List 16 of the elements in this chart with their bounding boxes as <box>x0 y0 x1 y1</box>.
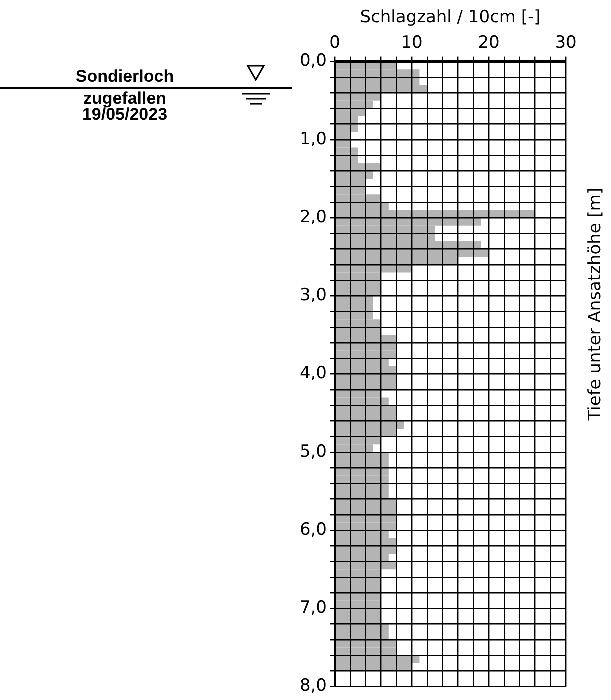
y-tick-label: 7,0 <box>300 598 327 618</box>
text: Sondierloch zugefallen 19/05/2023 <box>76 66 174 124</box>
y-axis-title: Tiefe unter Ansatzhöhe [m] <box>585 188 606 422</box>
y-tick-label: 6,0 <box>300 520 327 540</box>
x-tick-label: 20 <box>478 33 500 54</box>
x-tick-label: 0 <box>330 33 340 54</box>
y-tick-label: 8,0 <box>300 676 327 696</box>
y-tick-label: 5,0 <box>300 442 327 462</box>
y-tick-label: 3,0 <box>300 286 327 306</box>
y-tick-label: 4,0 <box>300 364 327 384</box>
x-tick-label: 30 <box>555 33 577 54</box>
y-tick-label: 0,0 <box>300 51 327 72</box>
x-tick-label: 10 <box>401 33 423 54</box>
x-axis-title: Schlagzahl / 10cm [-] <box>360 8 541 28</box>
y-tick-label: 2,0 <box>300 207 327 228</box>
y-tick-label: 1,0 <box>300 129 327 150</box>
